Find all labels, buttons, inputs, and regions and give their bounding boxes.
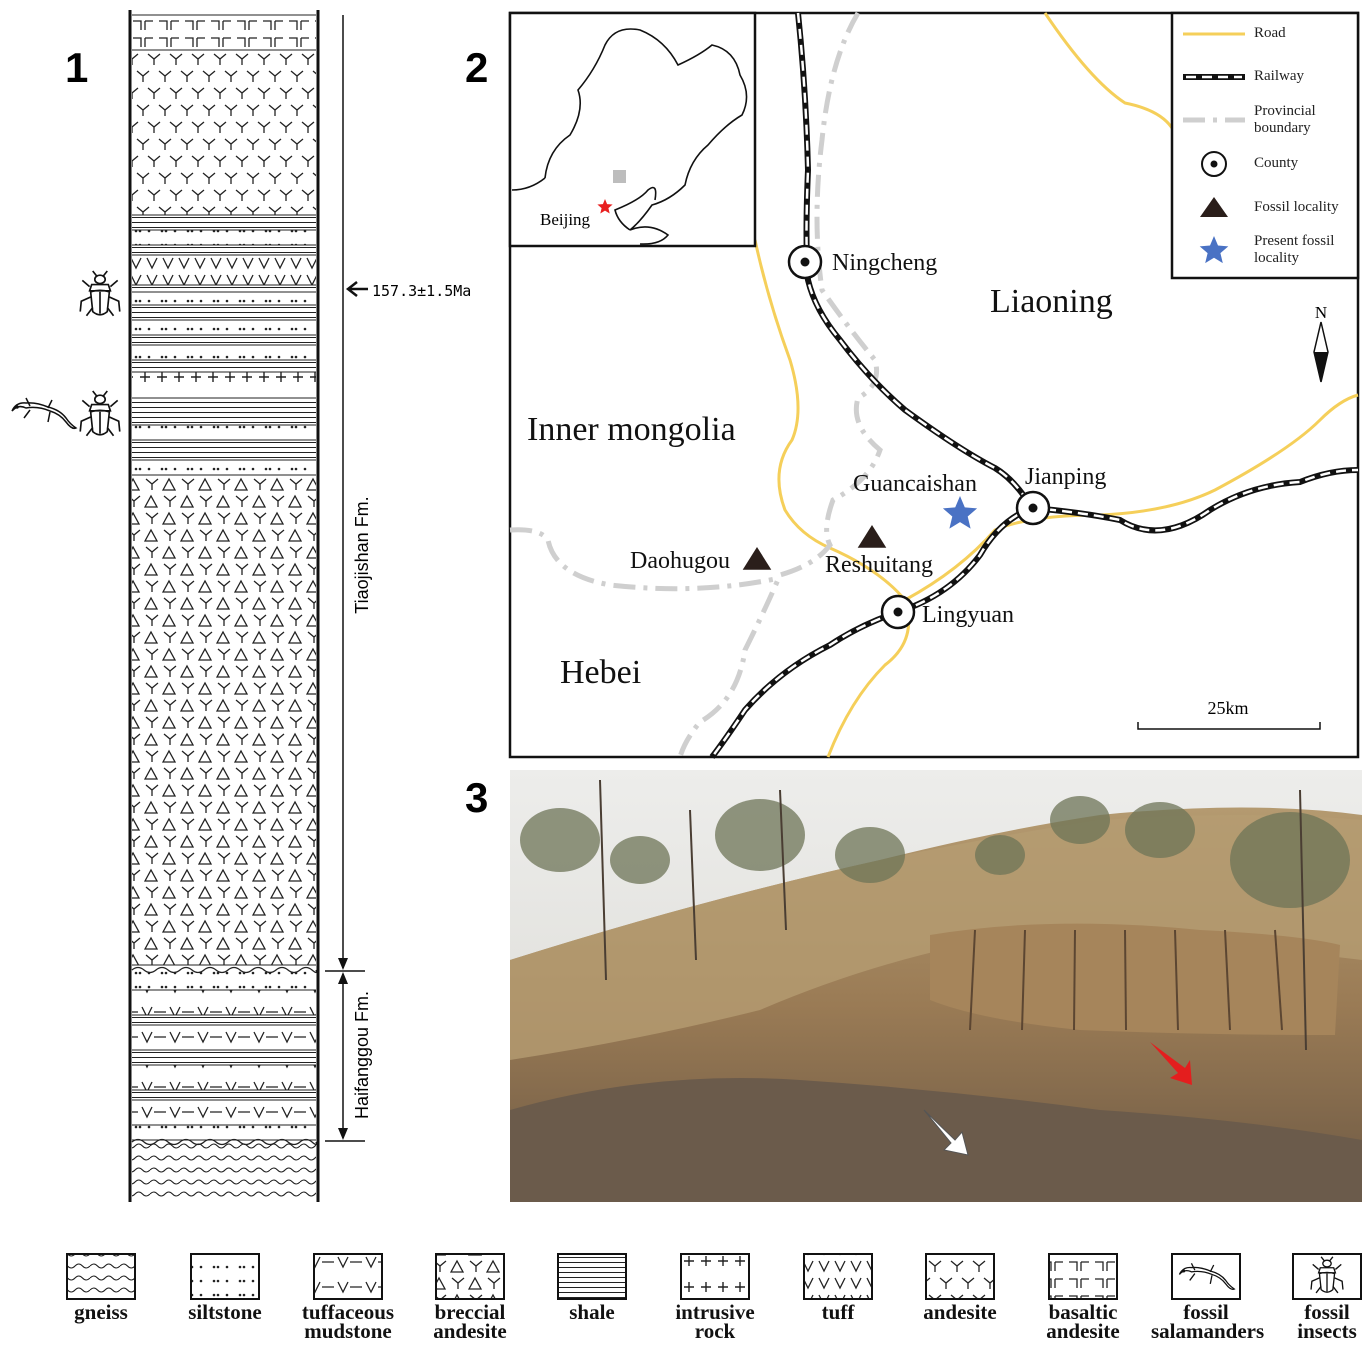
rock-layer bbox=[132, 990, 316, 1015]
panel-label: 1 bbox=[65, 44, 88, 91]
legend-swatch bbox=[804, 1254, 872, 1299]
tree bbox=[975, 835, 1025, 875]
panel-label: 2 bbox=[465, 44, 488, 91]
rock-layer bbox=[132, 215, 316, 230]
rock-layer bbox=[132, 460, 316, 475]
county-dot bbox=[894, 608, 903, 617]
lithology-legend bbox=[67, 1254, 1361, 1299]
rock-layer bbox=[132, 255, 316, 285]
legend-label: gneiss bbox=[46, 1303, 156, 1322]
age-arrow bbox=[348, 282, 368, 296]
scale-label: 25km bbox=[1207, 698, 1248, 718]
panel-label: 3 bbox=[465, 774, 488, 821]
tree bbox=[1125, 802, 1195, 858]
rock-layer bbox=[132, 372, 316, 398]
legend-label: basaltic andesite bbox=[1028, 1303, 1138, 1341]
formation-label: Tiaojishan Fm. bbox=[352, 496, 372, 613]
rock-layer bbox=[132, 285, 316, 292]
legend-label: tuff bbox=[783, 1303, 893, 1322]
legend-swatch bbox=[436, 1254, 504, 1299]
field-photo bbox=[510, 770, 1362, 1202]
rock-layer bbox=[132, 1100, 316, 1125]
legend-swatch bbox=[558, 1254, 626, 1299]
rock-layer bbox=[132, 320, 316, 335]
legend-label: County bbox=[1254, 155, 1354, 172]
legend-swatch bbox=[1049, 1254, 1117, 1299]
rock-layer bbox=[132, 292, 316, 305]
place-label: Daohugou bbox=[630, 548, 730, 574]
tree bbox=[1230, 812, 1350, 908]
rock-layer bbox=[132, 1015, 316, 1025]
map bbox=[510, 13, 1358, 757]
county-dot bbox=[1029, 504, 1038, 513]
legend-label: Fossil locality bbox=[1254, 199, 1354, 216]
tree bbox=[520, 808, 600, 872]
tree bbox=[610, 836, 670, 884]
county-dot bbox=[801, 258, 810, 267]
legend-label: andesite bbox=[905, 1303, 1015, 1322]
legend-label: shale bbox=[537, 1303, 647, 1322]
legend-label: Railway bbox=[1254, 68, 1354, 85]
rock-layer bbox=[132, 245, 316, 255]
rock-layer bbox=[132, 1065, 316, 1090]
inset-marker bbox=[613, 170, 626, 183]
legend-swatch bbox=[191, 1254, 259, 1299]
rock-layer bbox=[132, 965, 316, 990]
salamander-icon bbox=[12, 398, 76, 428]
rock-layer bbox=[132, 1050, 316, 1065]
rock-layer bbox=[132, 335, 316, 345]
legend-label: siltstone bbox=[170, 1303, 280, 1322]
legend-swatch bbox=[1172, 1254, 1240, 1299]
place-label: Jianping bbox=[1025, 464, 1106, 490]
rock-joint bbox=[1074, 930, 1075, 1030]
tree bbox=[715, 799, 805, 871]
rock-layer bbox=[132, 305, 316, 320]
legend-label: Road bbox=[1254, 25, 1354, 42]
rock-layer bbox=[132, 15, 316, 50]
rock-layer bbox=[132, 1025, 316, 1050]
place-label: Guancaishan bbox=[853, 471, 977, 497]
rock-layer bbox=[132, 50, 316, 215]
legend-label: fossil insects bbox=[1272, 1303, 1362, 1341]
legend-swatch bbox=[926, 1254, 994, 1299]
stratigraphic-column bbox=[12, 10, 368, 1202]
legend-county bbox=[1211, 161, 1218, 168]
city-label: Beijing bbox=[540, 210, 591, 229]
place-label: Reshuitang bbox=[825, 552, 933, 578]
legend-swatch bbox=[67, 1254, 135, 1299]
rock-layer bbox=[132, 230, 316, 245]
place-label: Lingyuan bbox=[922, 602, 1014, 628]
tree bbox=[1050, 796, 1110, 844]
rock-layer bbox=[132, 1140, 316, 1200]
rock-layer bbox=[132, 1125, 316, 1140]
rock-layer bbox=[132, 398, 316, 425]
legend-label: fossil salamanders bbox=[1151, 1303, 1261, 1341]
insect-icon bbox=[80, 391, 120, 436]
region-label: Hebei bbox=[560, 654, 641, 691]
region-label: Inner mongolia bbox=[527, 411, 736, 448]
legend-label: tuffaceous mudstone bbox=[293, 1303, 403, 1341]
rock-layer bbox=[132, 440, 316, 460]
legend-label: Present fossil locality bbox=[1254, 233, 1354, 267]
region-label: Liaoning bbox=[990, 283, 1113, 320]
insect-icon bbox=[80, 271, 120, 316]
figure-graphics: 1 2 3 157.3±1.5Ma Tiaojishan Fm. Haifang… bbox=[0, 0, 1362, 1346]
formation-label: Haifanggou Fm. bbox=[352, 991, 372, 1119]
legend-swatch bbox=[314, 1254, 382, 1299]
tree bbox=[835, 827, 905, 883]
rock-layer bbox=[132, 475, 316, 965]
legend-label: Provincial boundary bbox=[1254, 103, 1354, 137]
place-label: Ningcheng bbox=[832, 250, 937, 276]
rock-layer bbox=[132, 1090, 316, 1100]
figure: 1 2 3 157.3±1.5Ma Tiaojishan Fm. Haifang… bbox=[0, 0, 1362, 1346]
legend-label: intrusive rock bbox=[660, 1303, 770, 1341]
rock-layer bbox=[132, 360, 316, 372]
rock-layer bbox=[132, 345, 316, 360]
rock-layer bbox=[132, 425, 316, 440]
legend-label: breccial andesite bbox=[415, 1303, 525, 1341]
legend-swatch bbox=[681, 1254, 749, 1299]
rock-joint bbox=[1125, 930, 1126, 1030]
north-label: N bbox=[1315, 303, 1327, 322]
age-label: 157.3±1.5Ma bbox=[372, 282, 471, 300]
